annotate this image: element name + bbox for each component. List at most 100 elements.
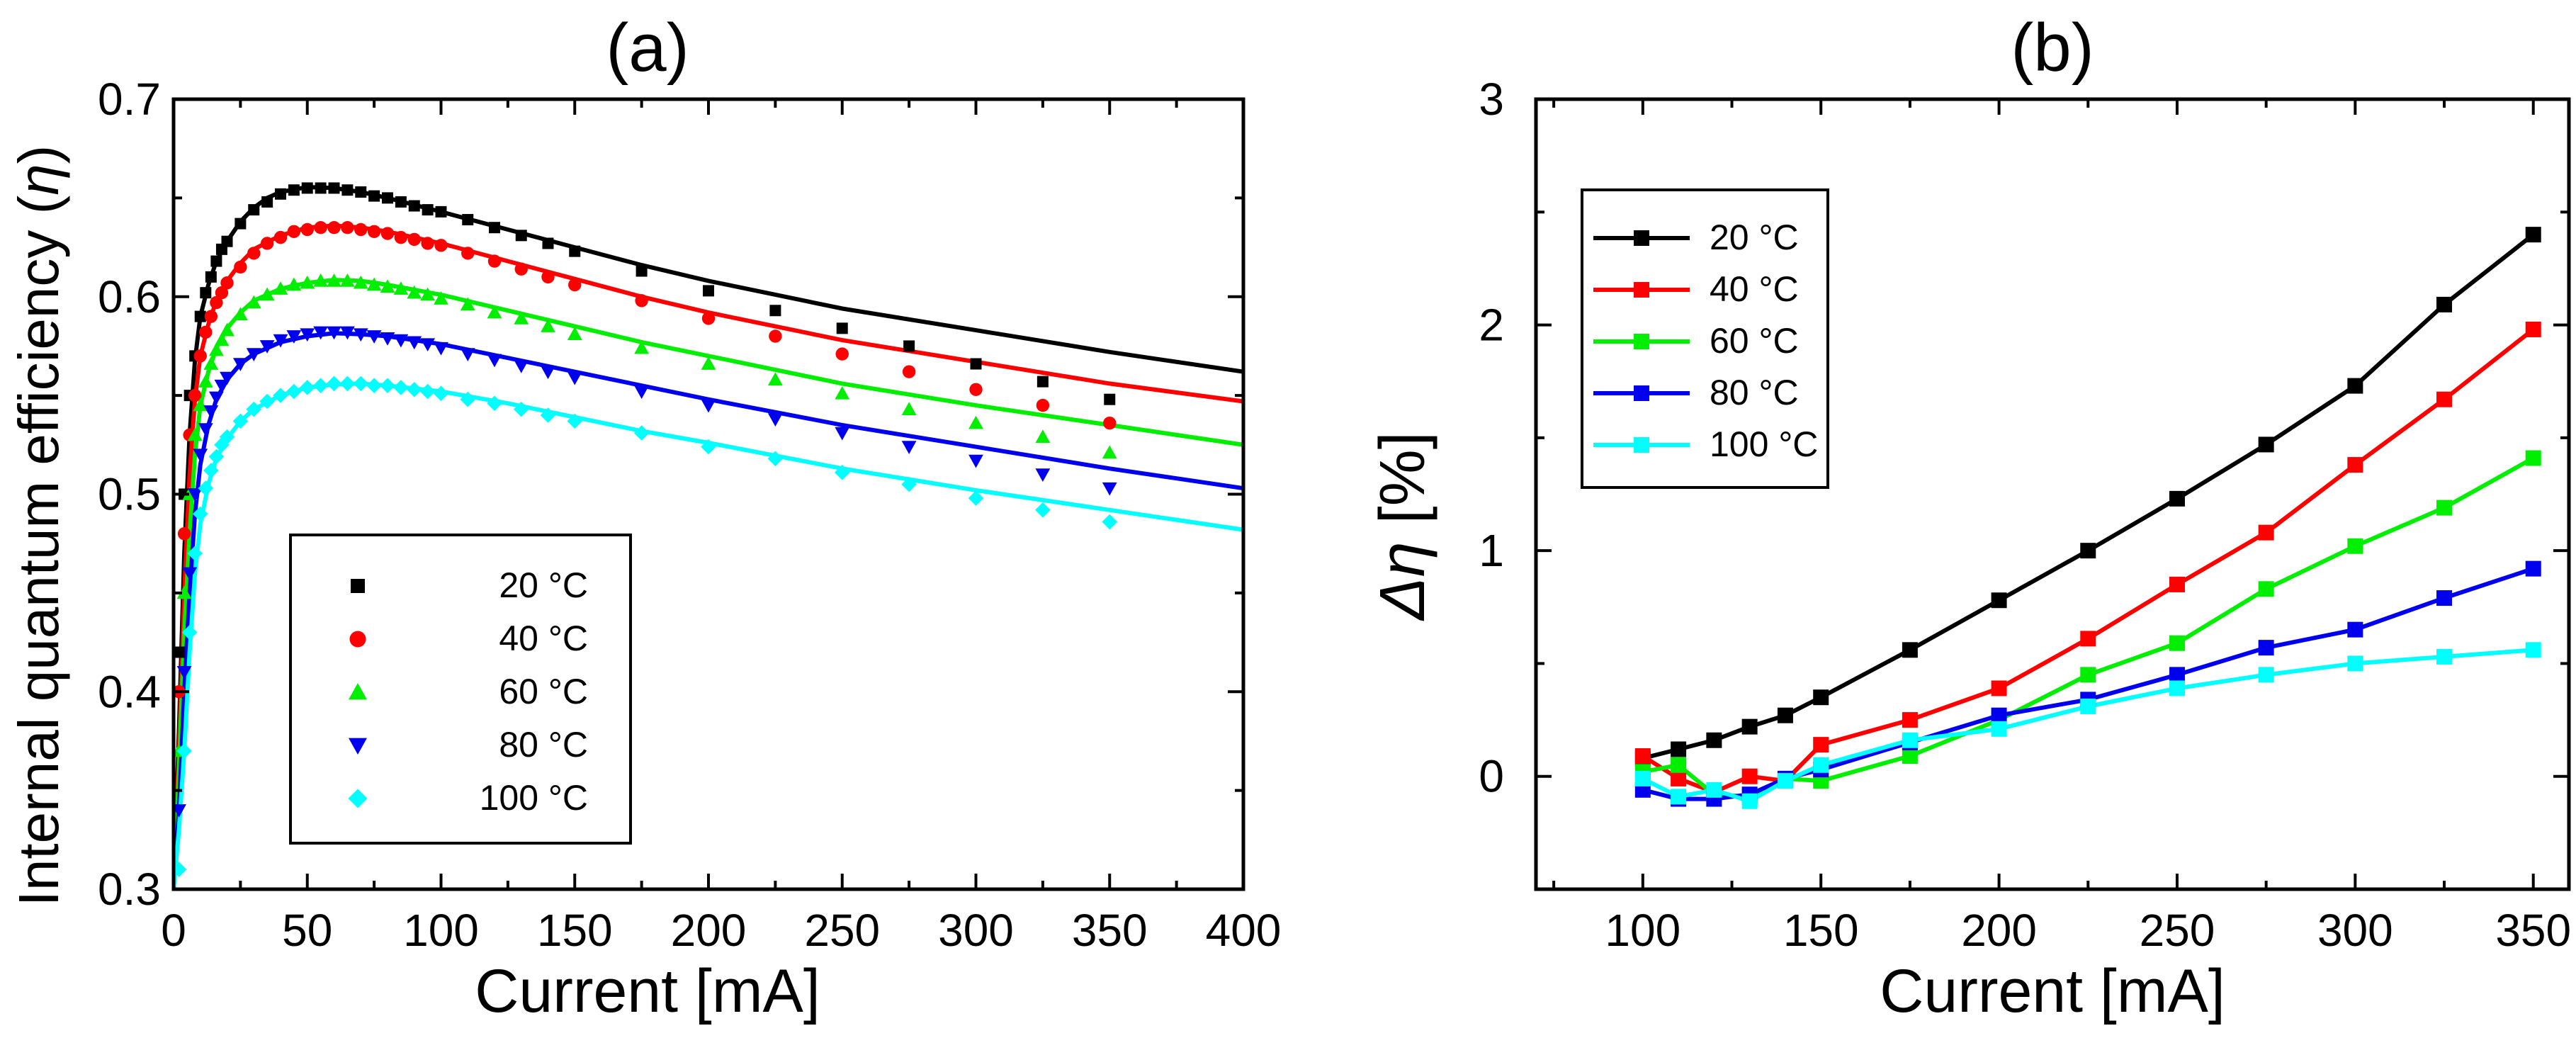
panel-a-point-s3-36 [968, 454, 983, 468]
panel-a-point-s0-4 [194, 310, 206, 322]
panel-b-point-s2-8 [2080, 667, 2096, 683]
panel-b-point-s0-2 [1706, 732, 1722, 748]
panel-b-point-s0-11 [2347, 378, 2363, 394]
panel-a-point-s2-3 [187, 427, 203, 441]
panel-a-legend-label-1: 40 °C [499, 619, 588, 658]
panel-a-point-s0-28 [515, 230, 527, 242]
panel-a-ytick-label-3: 0.6 [98, 271, 161, 322]
panel-b-point-s4-6 [1902, 732, 1918, 748]
panel-a-point-s2-10 [232, 307, 248, 321]
panel-a-point-s4-15 [299, 380, 315, 395]
panel-a-point-s2-12 [259, 287, 275, 301]
panel-a-axes: 0 50 100 150 200 250 300 350 400 0.3 0.4 0.5 0.6 0.7 [98, 74, 1281, 956]
panel-b-point-s0-1 [1671, 741, 1687, 757]
panel-a-point-s0-7 [210, 255, 222, 267]
panel-a-point-s4-1 [176, 743, 192, 759]
panel-a-point-s1-37 [1036, 398, 1050, 412]
panel-a-legend-marker-1 [349, 631, 366, 648]
panel-b-point-s0-5 [1813, 689, 1829, 706]
panel-a-point-s3-6 [203, 405, 219, 419]
panel-a-point-s0-14 [288, 184, 300, 196]
panel-a-point-s1-13 [273, 230, 288, 244]
panel-b-data-points [1634, 227, 2541, 809]
panel-a-point-s0-34 [836, 322, 848, 334]
panel-b-point-s2-10 [2258, 581, 2274, 597]
panel-b-y-axis-label: Δη [%] [1367, 431, 1438, 621]
panel-a-point-s0-22 [395, 196, 407, 208]
panel-a-point-s2-30 [567, 327, 582, 341]
panel-a-point-s3-9 [220, 371, 235, 385]
panel-b-xtick-label-1: 150 [1783, 905, 1859, 956]
panel-a-point-s3-16 [313, 326, 329, 340]
panel-b-line-3 [1642, 566, 2534, 801]
panel-a-point-s0-27 [489, 222, 500, 234]
panel-b-point-s1-7 [1991, 680, 2007, 696]
panel-a-point-s0-16 [315, 182, 327, 194]
panel-b-legend-label-0: 20 °C [1710, 218, 1799, 257]
panel-a-point-s4-31 [633, 425, 650, 441]
panel-a-legend: 20 °C 40 °C 60 °C 80 °C 100 °C [289, 534, 632, 845]
panel-b-point-s4-1 [1671, 789, 1687, 805]
panel-a-point-s2-22 [393, 281, 409, 295]
panel-a-point-s4-13 [273, 388, 288, 403]
panel-a-point-s1-24 [421, 237, 434, 250]
panel-a-point-s3-0 [174, 804, 186, 818]
panel-a-point-s4-38 [1102, 514, 1118, 530]
panel-a-point-s2-26 [460, 297, 475, 311]
panel-a-point-s3-18 [339, 326, 355, 340]
panel-a-xtick-label-2: 100 [403, 905, 479, 956]
panel-a-point-s2-13 [273, 281, 288, 295]
panel-a-point-s4-8 [214, 437, 230, 453]
panel-a-point-s0-15 [301, 182, 313, 194]
panel-a-point-s1-31 [635, 294, 648, 308]
panel-a-point-s2-24 [420, 287, 436, 301]
panel-a-point-s1-19 [354, 222, 368, 237]
panel-a-point-s1-15 [300, 222, 314, 237]
panel-a-legend-label-2: 60 °C [499, 672, 588, 711]
panel-a-point-s0-35 [903, 340, 915, 352]
panel-a-point-s4-26 [460, 391, 476, 407]
panel-a-point-s2-8 [214, 332, 230, 346]
panel-a-point-s0-37 [1036, 376, 1049, 388]
panel-b-point-s4-12 [2436, 648, 2453, 665]
panel-a-xtick-label-1: 50 [282, 905, 332, 956]
panel-a-point-s1-32 [701, 312, 716, 325]
panel-a-point-s0-12 [261, 196, 273, 208]
panel-b-point-s4-9 [2169, 680, 2185, 696]
panel-a-point-s2-29 [541, 319, 555, 332]
panel-a-point-s3-3 [187, 488, 203, 502]
panel-a-y-axis-label-symbol: η [7, 164, 70, 195]
panel-a-point-s3-12 [259, 340, 275, 354]
panel-b-legend-marker-2 [1634, 334, 1649, 349]
panel-a-point-s4-28 [513, 401, 529, 417]
panel-a-point-s3-26 [460, 348, 475, 361]
panel-b-xtick-label-4: 300 [2317, 905, 2393, 956]
panel-b-ytick-label-0: 0 [1479, 751, 1504, 802]
panel-b-legend-marker-4 [1634, 437, 1649, 453]
panel-a-point-s2-11 [246, 295, 261, 309]
panel-b-point-s3-9 [2169, 667, 2185, 683]
panel-a-point-s4-27 [487, 395, 502, 412]
panel-a-point-s2-9 [220, 322, 235, 337]
panel-a-point-s0-30 [569, 245, 581, 257]
panel-a-legend-label-0: 20 °C [499, 565, 588, 605]
panel-a-point-s1-33 [769, 329, 782, 343]
panel-b-point-s4-7 [1991, 721, 2007, 737]
panel-b-point-s3-13 [2525, 560, 2541, 577]
panel-a-point-s2-37 [1035, 429, 1051, 443]
panel-a-point-s1-12 [260, 237, 274, 250]
panel-a-point-s0-24 [422, 204, 434, 216]
panel-a-point-s0-9 [221, 235, 233, 247]
panel-a-point-s0-29 [542, 237, 554, 249]
panel-a-point-s2-6 [203, 356, 219, 370]
panel-a-point-s3-31 [634, 385, 650, 399]
panel-a-point-s4-32 [701, 439, 716, 455]
panel-b-point-s2-13 [2525, 450, 2541, 466]
panel-b-legend-marker-0 [1634, 230, 1649, 246]
panel-a-point-s3-1 [176, 666, 192, 679]
panel-a-point-s2-32 [701, 356, 716, 370]
panel-a-point-s2-36 [968, 415, 983, 429]
panel-a-point-s1-7 [210, 295, 223, 310]
panel-a-y-axis-label-close: ) [7, 145, 70, 164]
panel-b-legend-label-1: 40 °C [1710, 269, 1799, 309]
